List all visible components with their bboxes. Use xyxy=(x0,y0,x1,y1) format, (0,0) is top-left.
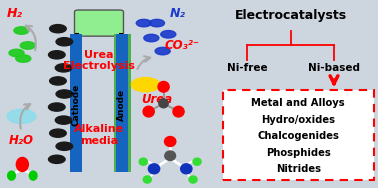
Circle shape xyxy=(149,19,164,27)
Text: Alkaline
media: Alkaline media xyxy=(74,124,124,146)
Text: Electrocatalysts: Electrocatalysts xyxy=(235,9,347,22)
Circle shape xyxy=(155,47,170,55)
Text: H₂: H₂ xyxy=(7,7,23,20)
Circle shape xyxy=(48,155,65,163)
FancyBboxPatch shape xyxy=(74,10,124,36)
Circle shape xyxy=(16,55,31,62)
Text: Phosphides: Phosphides xyxy=(266,148,331,158)
Circle shape xyxy=(55,116,72,124)
Text: Anode: Anode xyxy=(117,89,126,121)
Text: CO₃²⁻: CO₃²⁻ xyxy=(165,39,200,52)
Text: Ni-free: Ni-free xyxy=(227,63,268,73)
Text: Urea
Electrolysis: Urea Electrolysis xyxy=(63,50,135,71)
Circle shape xyxy=(144,34,159,42)
Circle shape xyxy=(56,142,73,150)
Circle shape xyxy=(55,64,72,72)
Bar xyxy=(114,34,116,172)
Text: Nitrides: Nitrides xyxy=(276,164,321,174)
Text: Hydro/oxides: Hydro/oxides xyxy=(261,115,335,125)
Circle shape xyxy=(161,31,176,38)
Circle shape xyxy=(48,103,65,111)
Text: Ni-based: Ni-based xyxy=(308,63,360,73)
FancyBboxPatch shape xyxy=(223,90,373,180)
Circle shape xyxy=(14,27,29,34)
Text: Metal and Alloys: Metal and Alloys xyxy=(251,98,345,108)
Text: Chalcogenides: Chalcogenides xyxy=(257,131,339,141)
Bar xyxy=(116,34,128,172)
Bar xyxy=(128,34,132,172)
Circle shape xyxy=(56,90,73,98)
Circle shape xyxy=(50,129,66,137)
Text: Cathode: Cathode xyxy=(72,84,81,126)
Circle shape xyxy=(20,42,35,49)
Circle shape xyxy=(56,38,73,46)
Circle shape xyxy=(9,49,24,57)
Circle shape xyxy=(48,51,65,59)
Circle shape xyxy=(136,19,151,27)
Circle shape xyxy=(7,109,36,124)
Text: H₂O: H₂O xyxy=(9,134,34,147)
Circle shape xyxy=(50,25,66,33)
Text: Urea: Urea xyxy=(141,93,172,106)
Circle shape xyxy=(50,77,66,85)
Bar xyxy=(70,34,82,172)
Circle shape xyxy=(132,78,160,92)
Text: N₂: N₂ xyxy=(170,7,186,20)
